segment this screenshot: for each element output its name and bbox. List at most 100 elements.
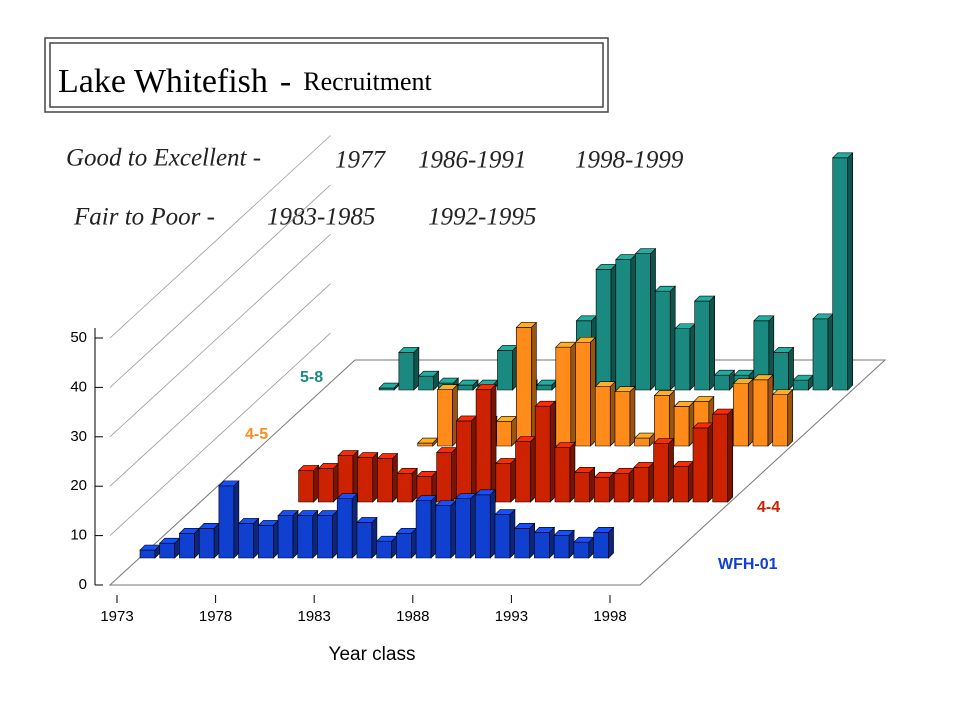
bar xyxy=(277,509,299,559)
bar-front xyxy=(574,472,590,503)
bar xyxy=(513,522,536,559)
bar-side xyxy=(747,378,754,447)
bar xyxy=(475,383,497,503)
bar-top xyxy=(457,379,479,386)
bar-side xyxy=(669,285,676,391)
bar xyxy=(653,389,676,447)
bar-top xyxy=(415,495,437,501)
bar-front xyxy=(553,534,570,559)
bar-front xyxy=(396,473,413,503)
bar-front xyxy=(654,290,671,391)
bar-side xyxy=(669,389,675,447)
bar-front xyxy=(575,341,591,447)
annotation: 1986-1991 xyxy=(418,147,526,174)
bar xyxy=(178,527,201,559)
bar-side xyxy=(707,422,714,503)
bar-front xyxy=(534,405,551,503)
bar xyxy=(454,492,477,559)
bar-top xyxy=(337,450,359,456)
bar-top xyxy=(693,295,716,302)
bar-top xyxy=(277,510,299,516)
bar-top xyxy=(474,489,496,496)
bar-side xyxy=(430,494,437,559)
bar-front xyxy=(732,383,749,447)
bar-top xyxy=(593,471,616,478)
bar xyxy=(711,408,734,503)
bar-front xyxy=(377,458,393,503)
bar-top xyxy=(494,509,516,515)
bar xyxy=(435,499,457,559)
bar-side xyxy=(451,446,457,503)
bar-front xyxy=(437,389,453,447)
bar-front xyxy=(692,427,709,503)
bar-front xyxy=(634,437,650,447)
bar xyxy=(772,346,795,391)
bar-side xyxy=(530,436,536,503)
bar-top xyxy=(573,467,596,473)
bar-front xyxy=(633,467,650,503)
bar-front xyxy=(554,447,571,503)
title-sub: Recruitment xyxy=(303,67,432,96)
bar xyxy=(534,400,556,503)
x-tick-label: 1983 xyxy=(298,608,331,625)
bar-front xyxy=(595,269,612,391)
bar-top xyxy=(297,465,320,471)
bar xyxy=(375,535,398,559)
series-label: 4-5 xyxy=(245,426,268,443)
bar xyxy=(574,336,597,447)
bar-front xyxy=(573,541,590,559)
bar-front xyxy=(418,375,434,391)
bar-side xyxy=(847,152,854,391)
bar-side xyxy=(648,461,655,503)
bar-side xyxy=(570,341,577,447)
y-tick-label: 10 xyxy=(70,527,87,544)
bar-side xyxy=(569,441,576,503)
bar-top xyxy=(554,442,576,448)
bar-side xyxy=(273,519,279,559)
bar-top xyxy=(634,248,657,254)
bar xyxy=(573,536,595,559)
bar-front xyxy=(594,386,611,447)
bar-side xyxy=(413,346,420,391)
bar-top xyxy=(356,517,378,523)
bar xyxy=(573,466,596,503)
bar xyxy=(436,383,459,447)
bar-front xyxy=(218,485,235,559)
bar-top xyxy=(533,527,556,533)
bar xyxy=(376,452,399,503)
bar-front xyxy=(615,259,632,391)
bar-side xyxy=(630,253,637,391)
bar xyxy=(592,526,615,559)
bar-front xyxy=(714,374,730,391)
bar xyxy=(158,537,181,559)
bar-top xyxy=(437,377,460,384)
bar-side xyxy=(549,400,556,503)
bar xyxy=(555,341,577,447)
x-tick-label: 1998 xyxy=(593,608,626,625)
bar-front xyxy=(457,384,474,391)
bar xyxy=(812,313,834,391)
bar xyxy=(533,526,556,559)
bar xyxy=(139,544,161,559)
bar-front xyxy=(317,515,333,559)
bar-front xyxy=(812,318,829,391)
bar xyxy=(771,388,794,447)
bar-side xyxy=(689,323,696,391)
bar-top xyxy=(594,381,616,388)
bar-front xyxy=(773,352,789,391)
bar xyxy=(673,400,695,447)
bar-side xyxy=(292,509,299,559)
chart-title: Lake Whitefish - Recruitment xyxy=(58,63,433,100)
bar-side xyxy=(253,517,259,559)
bar-top xyxy=(398,347,420,353)
bar xyxy=(494,508,516,559)
bar-side xyxy=(609,380,616,447)
bar-front xyxy=(238,523,254,559)
bar-front xyxy=(198,528,215,559)
bar-front xyxy=(515,441,531,503)
bar-top xyxy=(713,369,736,376)
bar-front xyxy=(496,420,512,447)
bar-front xyxy=(456,420,472,503)
y-tick-label: 50 xyxy=(70,329,87,346)
bar xyxy=(218,480,240,559)
